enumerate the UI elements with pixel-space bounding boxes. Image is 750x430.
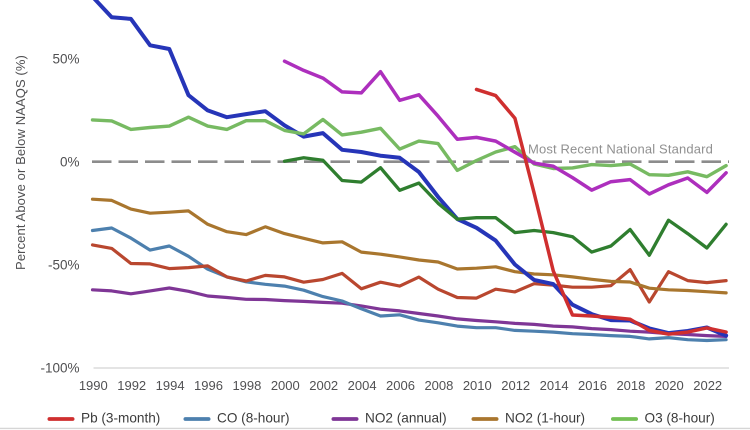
svg-text:2006: 2006 — [386, 378, 415, 393]
svg-text:O3 (8-hour): O3 (8-hour) — [645, 411, 715, 426]
svg-text:Percent Above or Below NAAQS (: Percent Above or Below NAAQS (%) — [13, 55, 28, 270]
svg-text:2014: 2014 — [540, 378, 569, 393]
svg-text:CO (8-hour): CO (8-hour) — [217, 411, 290, 426]
svg-text:2018: 2018 — [616, 378, 645, 393]
svg-text:-100%: -100% — [40, 361, 79, 376]
svg-text:1990: 1990 — [79, 378, 108, 393]
svg-text:0%: 0% — [60, 155, 80, 170]
svg-text:1996: 1996 — [194, 378, 223, 393]
svg-text:2002: 2002 — [309, 378, 338, 393]
svg-text:1994: 1994 — [156, 378, 185, 393]
svg-text:2000: 2000 — [271, 378, 300, 393]
svg-text:-50%: -50% — [48, 258, 80, 273]
svg-text:50%: 50% — [52, 52, 79, 67]
svg-text:2020: 2020 — [655, 378, 684, 393]
svg-text:2012: 2012 — [501, 378, 530, 393]
svg-text:2010: 2010 — [463, 378, 492, 393]
svg-text:NO2 (annual): NO2 (annual) — [365, 411, 447, 426]
svg-text:Most Recent National Standard: Most Recent National Standard — [528, 141, 713, 156]
svg-text:Pb (3-month): Pb (3-month) — [81, 411, 160, 426]
svg-text:NO2 (1-hour): NO2 (1-hour) — [505, 411, 585, 426]
svg-text:1998: 1998 — [232, 378, 261, 393]
svg-text:2016: 2016 — [578, 378, 607, 393]
svg-text:2004: 2004 — [348, 378, 377, 393]
svg-text:2022: 2022 — [693, 378, 722, 393]
svg-text:1992: 1992 — [117, 378, 146, 393]
svg-text:2008: 2008 — [424, 378, 453, 393]
